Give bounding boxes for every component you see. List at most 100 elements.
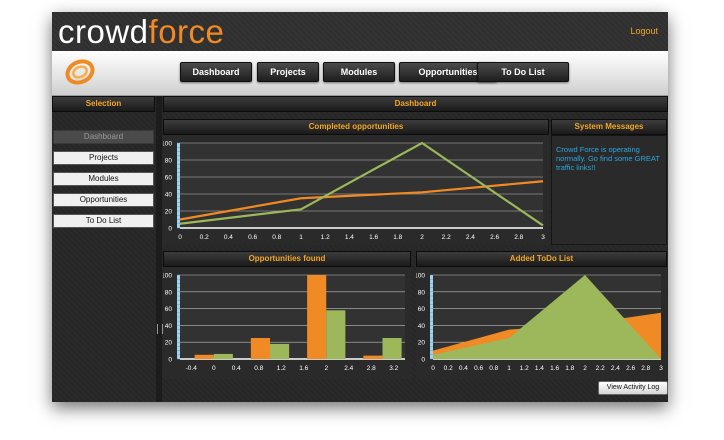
bar xyxy=(382,338,402,359)
logout-link[interactable]: Logout xyxy=(630,26,658,36)
chart3-title: Added ToDo List xyxy=(416,251,667,267)
x-tick-label: 1.4 xyxy=(345,234,354,241)
x-tick-label: 0.6 xyxy=(474,365,483,372)
bar xyxy=(250,338,270,359)
x-tick-label: 0.2 xyxy=(444,365,453,372)
series-line xyxy=(179,180,544,221)
x-tick-label: 1.2 xyxy=(277,365,286,372)
x-tick-label: 2.4 xyxy=(466,234,475,241)
x-tick-label: 0 xyxy=(212,365,216,372)
x-tick-label: 2.8 xyxy=(367,365,376,372)
tab-dashboard[interactable]: Dashboard xyxy=(180,62,252,82)
system-messages-title: System Messages xyxy=(551,119,667,135)
x-tick-label: 0.4 xyxy=(224,234,233,241)
y-tick-label: 80 xyxy=(165,158,173,165)
bar xyxy=(307,275,327,359)
x-tick-label: 1.6 xyxy=(369,234,378,241)
x-tick-label: 3 xyxy=(659,365,663,372)
y-tick-label: 80 xyxy=(418,289,426,296)
x-tick-label: 0.8 xyxy=(272,234,281,241)
main-title: Dashboard xyxy=(163,96,668,112)
sidebar: Selection Dashboard Projects Modules Opp… xyxy=(52,96,155,402)
x-tick-label: 2 xyxy=(583,365,587,372)
x-tick-label: 1.2 xyxy=(520,365,529,372)
y-tick-label: 20 xyxy=(165,209,173,216)
bar xyxy=(213,353,233,359)
y-tick-label: 0 xyxy=(421,357,425,364)
y-tick-label: 0 xyxy=(168,226,172,233)
sidebar-item-opportunities[interactable]: Opportunities xyxy=(53,193,154,207)
y-tick-label: 60 xyxy=(165,175,173,182)
y-tick-label: 100 xyxy=(163,141,172,148)
y-tick-label: 40 xyxy=(418,323,426,330)
x-tick-label: 2.2 xyxy=(442,234,451,241)
x-tick-label: 0.8 xyxy=(489,365,498,372)
logo-force-text: force xyxy=(148,13,225,50)
y-tick-label: 20 xyxy=(165,340,173,347)
x-tick-label: 0.2 xyxy=(200,234,209,241)
y-tick-label: 40 xyxy=(165,192,173,199)
x-tick-label: 1.6 xyxy=(299,365,308,372)
x-tick-label: 0.4 xyxy=(459,365,468,372)
x-tick-label: 2.4 xyxy=(611,365,620,372)
x-tick-label: 2.6 xyxy=(626,365,635,372)
x-tick-label: 0 xyxy=(431,365,435,372)
chart2-title: Opportunities found xyxy=(163,251,411,267)
system-messages-panel xyxy=(551,135,667,245)
x-tick-label: 2 xyxy=(420,234,424,241)
x-tick-label: 1.8 xyxy=(565,365,574,372)
x-tick-label: 3.2 xyxy=(389,365,398,372)
bar xyxy=(270,343,290,359)
x-tick-label: 1.2 xyxy=(321,234,330,241)
series-area xyxy=(433,275,661,359)
tab-projects[interactable]: Projects xyxy=(257,62,319,82)
x-tick-label: 1.8 xyxy=(393,234,402,241)
y-tick-label: 100 xyxy=(163,273,172,280)
x-tick-label: 0.4 xyxy=(232,365,241,372)
view-activity-log-button[interactable]: View Activity Log xyxy=(598,381,668,395)
system-message-text: Crowd Force is operating normally. Go fi… xyxy=(556,145,660,172)
opportunities-found-chart: 0 20 40 60 80 100 -0.4 0 0.4 0.8 1.2 1.6 2 2.4 2.8 3.2 xyxy=(163,267,411,379)
x-tick-label: 0.8 xyxy=(254,365,263,372)
bar xyxy=(363,355,383,359)
plot-area xyxy=(180,275,405,359)
completed-opportunities-chart: 0 20 40 60 80 100 0 0.2 0.4 0.6 0.8 1 1.2 1.4 1.6 1.8 2 2… xyxy=(163,135,549,245)
x-tick-label: 2 xyxy=(324,365,328,372)
y-tick-label: 100 xyxy=(416,273,425,280)
y-tick-label: 20 xyxy=(418,340,426,347)
x-tick-label: -0.4 xyxy=(186,365,198,372)
sidebar-item-projects[interactable]: Projects xyxy=(53,151,154,165)
tab-todo-list[interactable]: To Do List xyxy=(477,62,569,82)
x-tick-label: 1.6 xyxy=(550,365,559,372)
tab-modules[interactable]: Modules xyxy=(323,62,395,82)
x-tick-label: 3 xyxy=(541,234,545,241)
bar xyxy=(194,354,214,359)
chart1-title: Completed opportunities xyxy=(163,119,549,135)
x-tick-label: 0 xyxy=(178,234,182,241)
y-tick-label: 60 xyxy=(165,306,173,313)
sidebar-item-modules[interactable]: Modules xyxy=(53,172,154,186)
x-tick-label: 1 xyxy=(507,365,511,372)
crowdforce-logo: crowdforce xyxy=(58,12,224,52)
y-tick-label: 60 xyxy=(418,306,426,313)
added-todo-chart: 0 20 40 60 80 100 0 0.2 0.4 0.6 0.8 1 1.2 1.4 1.6 1.8 2 2… xyxy=(416,267,667,379)
x-tick-label: 2.8 xyxy=(641,365,650,372)
x-tick-label: 1.4 xyxy=(535,365,544,372)
sidebar-divider[interactable] xyxy=(156,96,162,402)
x-tick-label: 1 xyxy=(299,234,303,241)
x-tick-label: 2.6 xyxy=(490,234,499,241)
main-navbar: Dashboard Projects Modules Opportunities… xyxy=(52,51,668,96)
sidebar-item-dashboard[interactable]: Dashboard xyxy=(53,130,154,144)
series-line xyxy=(179,141,544,227)
sidebar-title: Selection xyxy=(52,96,155,112)
y-tick-label: 40 xyxy=(165,323,173,330)
x-tick-label: 2.2 xyxy=(596,365,605,372)
x-tick-label: 2.8 xyxy=(514,234,523,241)
y-tick-label: 80 xyxy=(165,289,173,296)
logo-crowd-text: crowd xyxy=(58,13,149,50)
resize-grip-icon[interactable] xyxy=(157,324,163,334)
x-tick-label: 0.6 xyxy=(248,234,257,241)
sidebar-item-todo-list[interactable]: To Do List xyxy=(53,214,154,228)
x-tick-label: 2.4 xyxy=(344,365,353,372)
y-tick-label: 0 xyxy=(168,357,172,364)
